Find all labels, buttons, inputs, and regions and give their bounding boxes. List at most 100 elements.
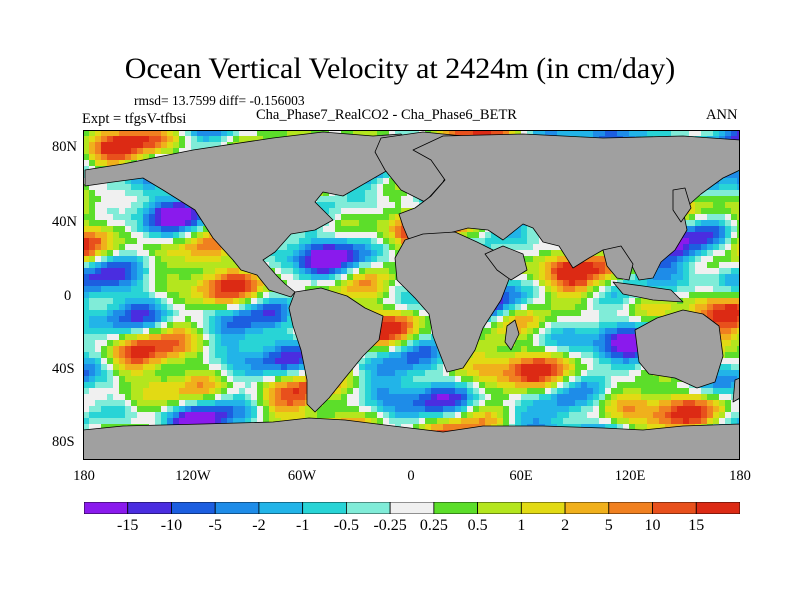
field-cell: [209, 352, 215, 358]
field-cell: [389, 310, 395, 316]
field-cell: [101, 298, 107, 304]
field-cell: [599, 358, 605, 364]
field-cell: [725, 394, 731, 400]
field-cell: [467, 388, 473, 394]
field-cell: [503, 292, 509, 298]
field-cell: [413, 352, 419, 358]
field-cell: [101, 322, 107, 328]
field-cell: [521, 358, 527, 364]
field-cell: [515, 340, 521, 346]
field-cell: [725, 130, 731, 136]
field-cell: [281, 358, 287, 364]
field-cell: [113, 250, 119, 256]
field-cell: [239, 298, 245, 304]
field-cell: [389, 286, 395, 292]
field-cell: [413, 196, 419, 202]
field-cell: [491, 130, 497, 136]
field-cell: [719, 370, 725, 376]
field-cell: [365, 130, 371, 136]
field-cell: [401, 382, 407, 388]
field-cell: [593, 292, 599, 298]
field-cell: [569, 352, 575, 358]
field-cell: [149, 244, 155, 250]
field-cell: [629, 340, 635, 346]
field-cell: [587, 262, 593, 268]
field-cell: [407, 376, 413, 382]
field-cell: [233, 376, 239, 382]
field-cell: [257, 382, 263, 388]
field-cell: [209, 358, 215, 364]
field-cell: [617, 316, 623, 322]
field-cell: [101, 184, 107, 190]
field-cell: [119, 154, 125, 160]
field-cell: [89, 346, 95, 352]
field-cell: [563, 310, 569, 316]
field-cell: [713, 304, 719, 310]
field-cell: [533, 298, 539, 304]
field-cell: [635, 358, 641, 364]
field-cell: [587, 364, 593, 370]
field-cell: [371, 376, 377, 382]
field-cell: [299, 370, 305, 376]
field-cell: [587, 304, 593, 310]
lat-tick-40n: 40N: [52, 214, 77, 230]
field-cell: [515, 238, 521, 244]
field-cell: [173, 328, 179, 334]
field-cell: [491, 376, 497, 382]
field-cell: [227, 316, 233, 322]
field-cell: [197, 226, 203, 232]
field-cell: [161, 262, 167, 268]
field-cell: [491, 382, 497, 388]
field-cell: [167, 400, 173, 406]
season-label: ANN: [706, 107, 738, 123]
field-cell: [395, 208, 401, 214]
field-cell: [125, 292, 131, 298]
field-cell: [545, 286, 551, 292]
field-cell: [287, 130, 293, 136]
field-cell: [713, 196, 719, 202]
field-cell: [383, 184, 389, 190]
field-cell: [593, 328, 599, 334]
field-cell: [437, 370, 443, 376]
field-cell: [161, 376, 167, 382]
field-cell: [515, 370, 521, 376]
field-cell: [737, 322, 740, 328]
field-cell: [149, 382, 155, 388]
field-cell: [689, 202, 695, 208]
field-cell: [257, 328, 263, 334]
field-cell: [479, 238, 485, 244]
field-cell: [629, 274, 635, 280]
field-cell: [269, 262, 275, 268]
field-cell: [533, 244, 539, 250]
field-cell: [371, 226, 377, 232]
field-cell: [119, 214, 125, 220]
field-cell: [635, 130, 641, 136]
field-cell: [203, 232, 209, 238]
field-cell: [251, 286, 257, 292]
field-cell: [179, 250, 185, 256]
field-cell: [209, 382, 215, 388]
field-cell: [137, 298, 143, 304]
field-cell: [293, 274, 299, 280]
field-cell: [449, 130, 455, 136]
field-cell: [197, 358, 203, 364]
field-cell: [227, 256, 233, 262]
field-cell: [131, 286, 137, 292]
field-cell: [83, 304, 89, 310]
field-cell: [83, 154, 89, 160]
field-cell: [503, 364, 509, 370]
field-cell: [527, 370, 533, 376]
field-cell: [557, 328, 563, 334]
field-cell: [341, 130, 347, 136]
field-cell: [551, 280, 557, 286]
field-cell: [251, 322, 257, 328]
field-cell: [377, 310, 383, 316]
field-cell: [335, 394, 341, 400]
field-cell: [137, 262, 143, 268]
field-cell: [89, 364, 95, 370]
field-cell: [95, 376, 101, 382]
field-cell: [167, 202, 173, 208]
field-cell: [479, 334, 485, 340]
field-cell: [671, 286, 677, 292]
field-cell: [125, 244, 131, 250]
